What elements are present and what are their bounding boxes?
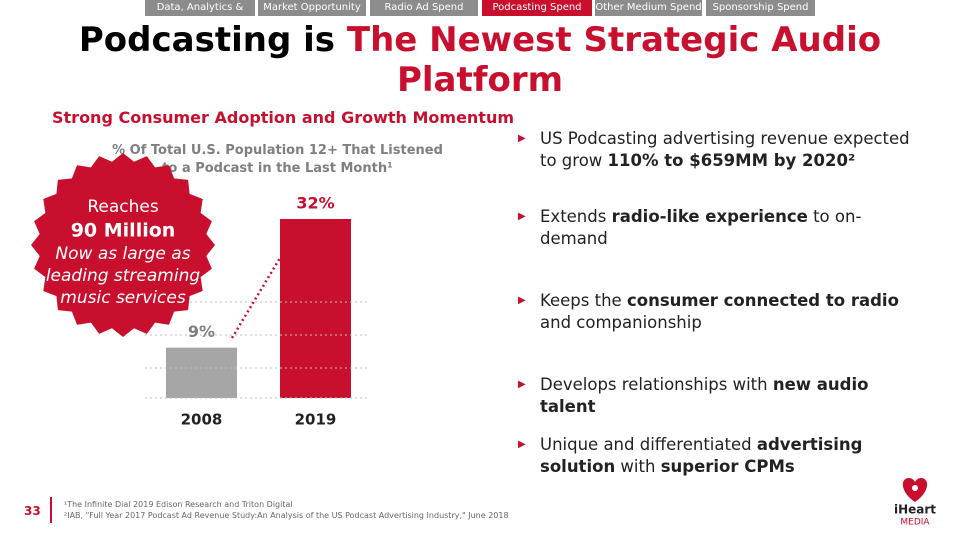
bullet-run: Develops relationships with: [540, 375, 773, 394]
bullet-run: and companionship: [540, 313, 702, 332]
bullet: Keeps the consumer connected to radio an…: [540, 290, 920, 334]
bullet-run: US Podcasting advertising revenue expect…: [540, 129, 910, 170]
bullet-run: with: [615, 457, 661, 476]
title-accent: The Newest Strategic Audio Platform: [346, 20, 882, 100]
bullet-marker: ▶: [518, 295, 526, 306]
footer-rule: [50, 497, 52, 523]
growth-arrow: [230, 227, 300, 339]
bullet-run: superior CPMs: [660, 457, 795, 476]
bullet: US Podcasting advertising revenue expect…: [540, 128, 920, 172]
badge-text: Reaches: [87, 197, 159, 217]
footnote: ²IAB, "Full Year 2017 Podcast Ad Revenue…: [64, 511, 509, 520]
x-tick-label: 2019: [295, 411, 337, 429]
badge-text: music services: [60, 288, 186, 308]
logo: iHeart MEDIA: [894, 478, 936, 528]
bullet: Unique and differentiated advertising so…: [540, 434, 920, 478]
data-label: 32%: [296, 194, 334, 213]
page-number: 33: [24, 504, 41, 518]
nav-tab[interactable]: Sponsorship Spend: [706, 0, 815, 16]
bullet-run: Unique and differentiated: [540, 435, 757, 454]
bullet-run: radio-like experience: [611, 207, 808, 226]
nav-tab[interactable]: Other Medium Spend: [595, 0, 702, 16]
nav-tab[interactable]: Radio Ad Spend: [370, 0, 478, 16]
nav-tab[interactable]: Data, Analytics & Tech: [145, 0, 255, 29]
arrow-head: [292, 220, 303, 233]
bullet-marker: ▶: [518, 211, 526, 222]
logo-dot: [912, 485, 918, 491]
bullet-run: advertising solution: [540, 435, 863, 476]
bullet-marker: ▶: [518, 439, 526, 450]
chart-title: % Of Total U.S. Population 12+ That List…: [112, 143, 443, 176]
bullet-run: to on-demand: [540, 207, 862, 248]
bullet-run: Keeps the: [540, 291, 627, 310]
footnotes: ¹The Infinite Dial 2019 Edison Research …: [64, 499, 509, 521]
bullet: Extends radio-like experience to on-dema…: [540, 206, 920, 250]
slide-title: Podcasting is The Newest Strategic Audio…: [0, 20, 960, 100]
badge-text: 90 Million: [71, 220, 176, 242]
bullet-run: consumer connected to radio: [626, 291, 899, 310]
bar: [280, 219, 351, 398]
title-plain: Podcasting is: [78, 20, 336, 60]
bar: [166, 347, 237, 398]
footnote: ¹The Infinite Dial 2019 Edison Research …: [64, 500, 293, 509]
logo-text: iHeart: [894, 503, 936, 517]
bullet-run: new audio talent: [540, 375, 869, 416]
x-tick-label: 2008: [181, 411, 223, 429]
bullet-marker: ▶: [518, 379, 526, 390]
section-title: Strong Consumer Adoption and Growth Mome…: [52, 108, 515, 127]
nav-tab[interactable]: Market Opportunity: [258, 0, 366, 16]
bullet-run: Extends: [540, 207, 612, 226]
badge-text: Now as large as: [55, 244, 190, 264]
data-label: 9%: [188, 322, 215, 341]
badge: [31, 153, 215, 337]
bullet-run: 110% to $659MM by 2020²: [607, 151, 856, 170]
badge-text: leading streaming: [46, 266, 201, 286]
nav-tab[interactable]: Podcasting Spend: [482, 0, 592, 16]
bullet-marker: ▶: [518, 133, 526, 144]
logo-subtext: MEDIA: [900, 518, 930, 528]
bullet: Develops relationships with new audio ta…: [540, 374, 920, 418]
